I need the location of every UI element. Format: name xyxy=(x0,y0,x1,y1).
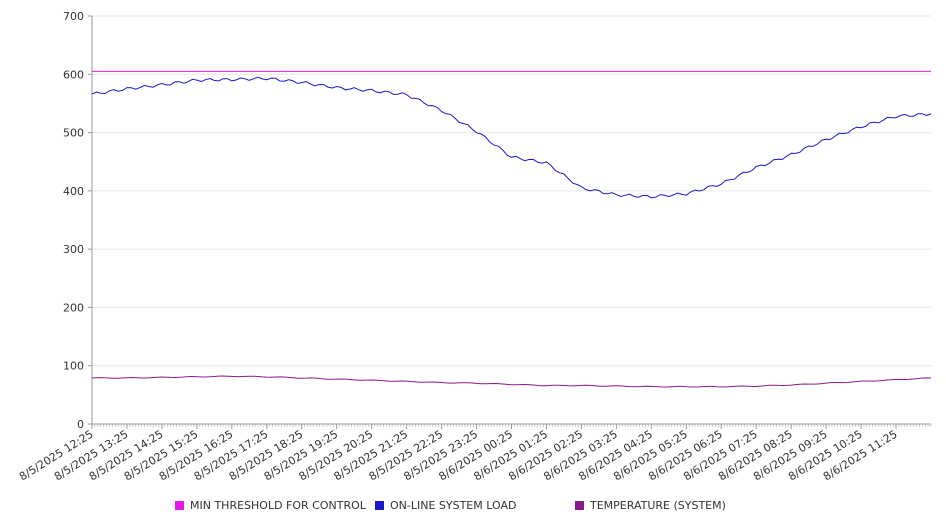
legend-label: MIN THRESHOLD FOR CONTROL xyxy=(190,499,367,512)
axes xyxy=(91,16,931,425)
legend-label: ON-LINE SYSTEM LOAD xyxy=(390,499,516,512)
y-tick-label: 100 xyxy=(63,360,84,373)
y-tick-label: 500 xyxy=(63,127,84,140)
x-tick-labels: 8/5/2025 12:258/5/2025 13:258/5/2025 14:… xyxy=(17,424,932,483)
series xyxy=(91,70,932,388)
y-tick-labels: 0 100 200 300 400 500 600 700 xyxy=(63,10,92,431)
grid xyxy=(92,15,931,367)
series-line-2 xyxy=(91,76,932,199)
series-line-3 xyxy=(91,375,932,388)
y-tick-label: 200 xyxy=(63,301,84,314)
legend-label: TEMPERATURE (SYSTEM) xyxy=(589,499,726,512)
y-tick-label: 600 xyxy=(63,68,84,81)
y-tick-label: 400 xyxy=(63,185,84,198)
y-tick-label: 0 xyxy=(77,418,84,431)
legend-swatch xyxy=(175,501,184,510)
legend-swatch xyxy=(575,501,584,510)
y-tick-label: 300 xyxy=(63,243,84,256)
legend-swatch xyxy=(375,501,384,510)
y-tick-label: 700 xyxy=(63,10,84,23)
legend: MIN THRESHOLD FOR CONTROL ON-LINE SYSTEM … xyxy=(175,499,726,512)
